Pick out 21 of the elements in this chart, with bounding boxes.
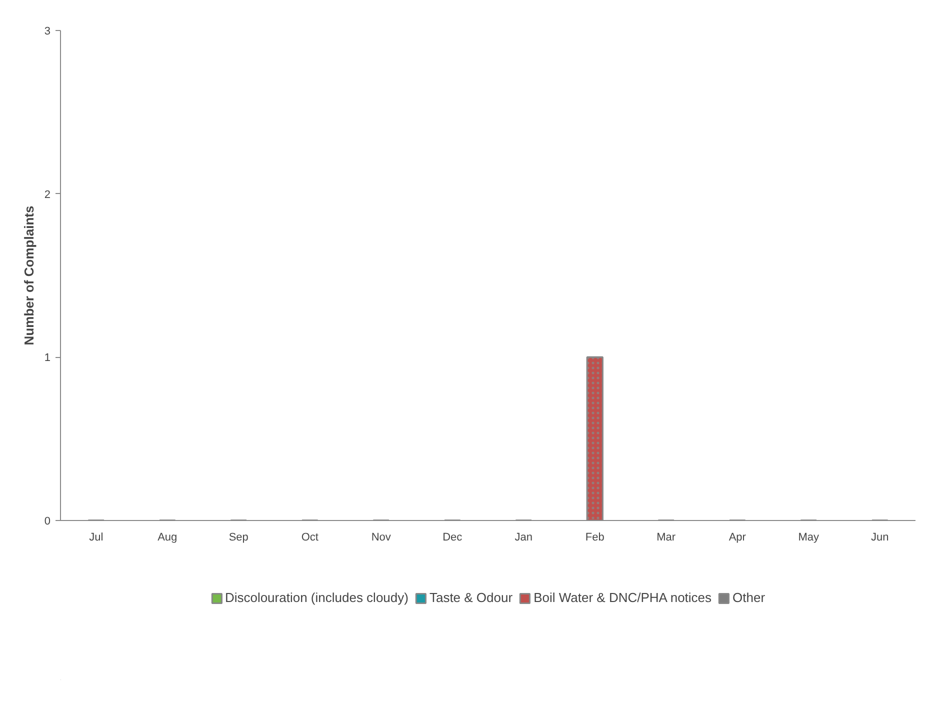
x-tick-label: Feb (585, 532, 604, 544)
x-tick-label: Aug (158, 532, 178, 544)
x-tick-label: Jan (514, 532, 533, 544)
x-tick-label: Oct (301, 532, 318, 544)
legend-label: Other (732, 590, 766, 605)
y-tick-label: 0 (44, 516, 51, 528)
x-tick-label: Jun (871, 532, 889, 544)
x-tick-label: Apr (728, 532, 746, 544)
x-tick-label: May (798, 532, 820, 544)
legend-label: Boil Water & DNC/PHA notices (534, 590, 712, 605)
legend-label: Taste & Odour (429, 590, 513, 605)
x-tick-label: Sep (228, 532, 248, 544)
x-tick-label: Dec (442, 532, 463, 544)
y-tick-label: 3 (44, 26, 51, 38)
x-tick-label: Nov (371, 532, 392, 544)
x-tick-label: Jul (89, 532, 104, 544)
legend-label: Discolouration (includes cloudy) (224, 590, 408, 605)
y-axis-title: Number of Complaints (21, 206, 36, 346)
x-tick-label: Mar (656, 532, 676, 544)
y-tick-label: 2 (44, 188, 51, 201)
y-tick-label: 1 (44, 352, 51, 364)
